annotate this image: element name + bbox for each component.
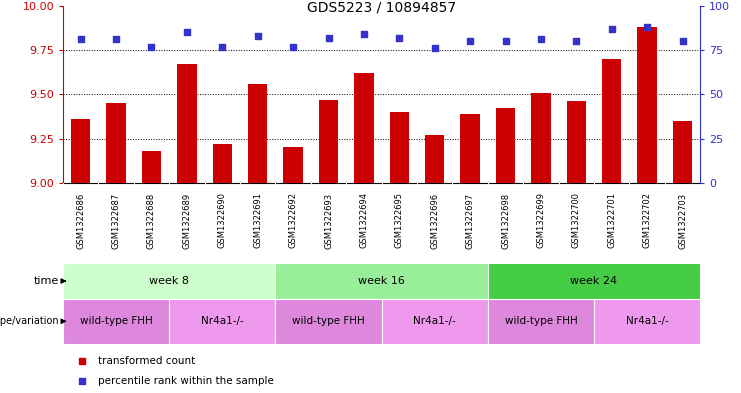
Bar	[567, 101, 586, 183]
Text: GSM1322694: GSM1322694	[359, 193, 368, 248]
Text: GSM1322693: GSM1322693	[324, 193, 333, 248]
Bar	[488, 263, 700, 299]
Text: transformed count: transformed count	[98, 356, 196, 366]
Text: GSM1322687: GSM1322687	[112, 193, 121, 249]
Text: Nr4a1-/-: Nr4a1-/-	[413, 316, 456, 326]
Text: GSM1322698: GSM1322698	[501, 193, 510, 248]
Bar	[354, 73, 373, 183]
Bar	[63, 299, 169, 344]
Bar	[425, 135, 445, 183]
Bar	[71, 119, 90, 183]
Text: wild-type FHH: wild-type FHH	[292, 316, 365, 326]
Point	[641, 24, 653, 30]
Point	[110, 36, 122, 42]
Text: week 8: week 8	[149, 276, 189, 286]
Text: GSM1322696: GSM1322696	[431, 193, 439, 248]
Bar	[637, 27, 657, 183]
Bar	[276, 263, 488, 299]
Point	[76, 358, 88, 364]
Bar	[248, 84, 268, 183]
Text: GSM1322695: GSM1322695	[395, 193, 404, 248]
Text: wild-type FHH: wild-type FHH	[505, 316, 577, 326]
Text: GSM1322691: GSM1322691	[253, 193, 262, 248]
Point	[358, 31, 370, 37]
Point	[216, 43, 228, 50]
Bar	[142, 151, 162, 183]
Text: GSM1322690: GSM1322690	[218, 193, 227, 248]
Point	[288, 43, 299, 50]
Text: time: time	[34, 276, 59, 286]
Point	[181, 29, 193, 35]
Text: GSM1322701: GSM1322701	[607, 193, 617, 248]
Bar	[319, 99, 338, 183]
Text: GSM1322697: GSM1322697	[465, 193, 475, 248]
Text: GSM1322700: GSM1322700	[572, 193, 581, 248]
Text: Nr4a1-/-: Nr4a1-/-	[201, 316, 244, 326]
Point	[606, 26, 618, 32]
Bar	[213, 144, 232, 183]
Bar	[496, 108, 515, 183]
Text: Nr4a1-/-: Nr4a1-/-	[625, 316, 668, 326]
Text: wild-type FHH: wild-type FHH	[80, 316, 153, 326]
Point	[535, 36, 547, 42]
Point	[145, 43, 157, 50]
Point	[677, 38, 688, 44]
Point	[571, 38, 582, 44]
Point	[464, 38, 476, 44]
Text: GSM1322699: GSM1322699	[536, 193, 545, 248]
Text: GSM1322689: GSM1322689	[182, 193, 191, 248]
Text: genotype/variation: genotype/variation	[0, 316, 59, 326]
Point	[429, 45, 441, 51]
Bar	[169, 299, 276, 344]
Point	[499, 38, 511, 44]
Bar	[488, 299, 594, 344]
Text: week 24: week 24	[571, 276, 617, 286]
Text: percentile rank within the sample: percentile rank within the sample	[98, 376, 274, 386]
Bar	[283, 147, 303, 183]
Bar	[107, 103, 126, 183]
Point	[76, 378, 88, 384]
Text: GSM1322703: GSM1322703	[678, 193, 687, 248]
Bar	[602, 59, 622, 183]
Point	[75, 36, 87, 42]
Bar	[382, 299, 488, 344]
Point	[322, 35, 334, 41]
Text: week 16: week 16	[358, 276, 405, 286]
Bar	[177, 64, 196, 183]
Text: GSM1322692: GSM1322692	[288, 193, 298, 248]
Point	[393, 35, 405, 41]
Bar	[276, 299, 382, 344]
Bar	[390, 112, 409, 183]
Text: GSM1322686: GSM1322686	[76, 193, 85, 249]
Bar	[594, 299, 700, 344]
Point	[252, 33, 264, 39]
Text: GSM1322702: GSM1322702	[642, 193, 651, 248]
Text: GSM1322688: GSM1322688	[147, 193, 156, 249]
Text: GDS5223 / 10894857: GDS5223 / 10894857	[307, 1, 456, 15]
Bar	[460, 114, 480, 183]
Bar	[673, 121, 692, 183]
Bar	[531, 92, 551, 183]
Bar	[63, 263, 276, 299]
